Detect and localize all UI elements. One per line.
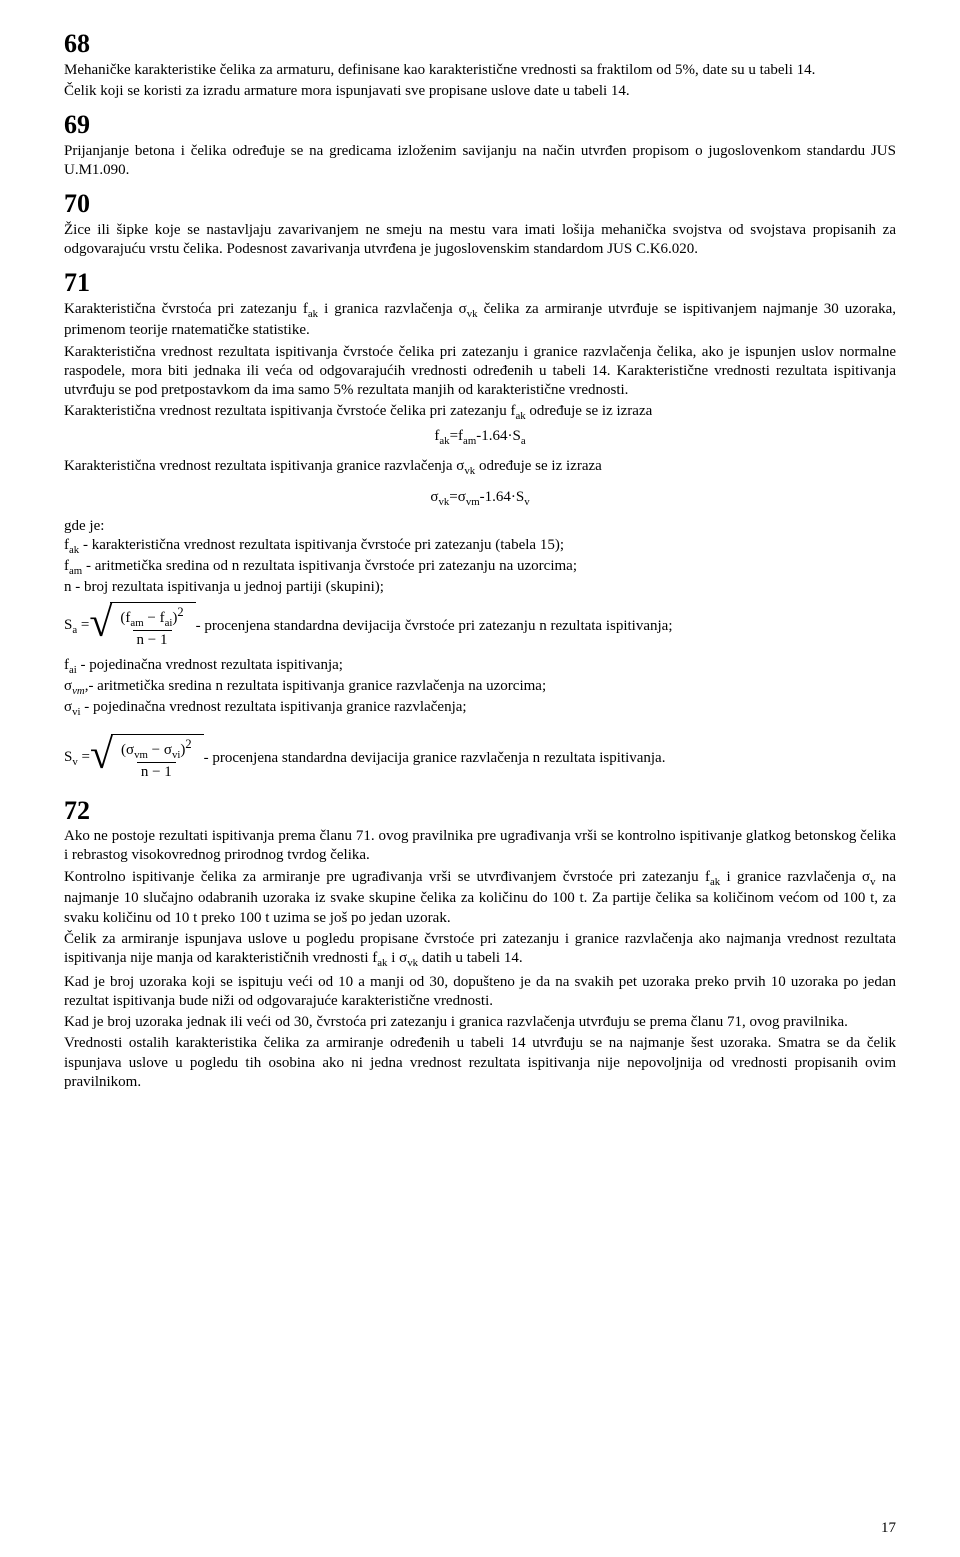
section-72-p5: Kad je broj uzoraka jednak ili veći od 3… xyxy=(64,1013,896,1032)
section-71-p2: Karakteristična vrednost rezultata ispit… xyxy=(64,343,896,401)
def-sigmavi: σvi - pojedinačna vrednost rezultata isp… xyxy=(64,699,896,718)
section-72-number: 72 xyxy=(64,797,896,826)
def-fam: fam - aritmetička sredina od n rezultata… xyxy=(64,558,896,577)
section-69-number: 69 xyxy=(64,111,896,140)
section-71-number: 71 xyxy=(64,269,896,298)
section-72-p6: Vrednosti ostalih karakteristika čelika … xyxy=(64,1034,896,1092)
formula-sigmavk: σvk=σvm-1.64·Sv xyxy=(64,489,896,508)
formula-fak: fak=fam-1.64·Sa xyxy=(64,428,896,447)
equation-sv: Sv = √ (σvm − σvi)2 n − 1 - procenjena s… xyxy=(64,734,896,783)
section-72-p4: Kad je broj uzoraka koji se ispituju već… xyxy=(64,973,896,1011)
section-69-p1: Prijanjanje betona i čelika određuje se … xyxy=(64,142,896,180)
def-n: n - broj rezultata ispitivanja u jednoj … xyxy=(64,579,896,596)
def-fak: fak - karakteristična vrednost rezultata… xyxy=(64,537,896,556)
section-68-p1: Mehaničke karakteristike čelika za armat… xyxy=(64,61,896,80)
section-72-p1: Ako ne postoje rezultati ispitivanja pre… xyxy=(64,827,896,865)
section-72-p3: Čelik za armiranje ispunjava uslove u po… xyxy=(64,930,896,971)
section-70-number: 70 xyxy=(64,190,896,219)
page-number: 17 xyxy=(881,1520,896,1537)
gde-label: gde je: xyxy=(64,518,896,535)
section-71-p1: Karakteristična čvrstoća pri zatezanju f… xyxy=(64,300,896,341)
section-72-p2: Kontrolno ispitivanje čelika za armiranj… xyxy=(64,868,896,928)
section-68-number: 68 xyxy=(64,30,896,59)
def-sigmavm: σvm,- aritmetička sredina n rezultata is… xyxy=(64,678,896,697)
section-70-p1: Žice ili šipke koje se nastavljaju zavar… xyxy=(64,221,896,259)
section-68-p2: Čelik koji se koristi za izradu armature… xyxy=(64,82,896,101)
page: 68 Mehaničke karakteristike čelika za ar… xyxy=(0,0,960,1557)
section-71-p4: Karakteristična vrednost rezultata ispit… xyxy=(64,457,896,479)
equation-sa: Sa = √ (fam − fai)2 n − 1 - procenjena s… xyxy=(64,602,896,651)
def-fai: fai - pojedinačna vrednost rezultata isp… xyxy=(64,657,896,676)
section-71-p3: Karakteristična vrednost rezultata ispit… xyxy=(64,402,896,424)
